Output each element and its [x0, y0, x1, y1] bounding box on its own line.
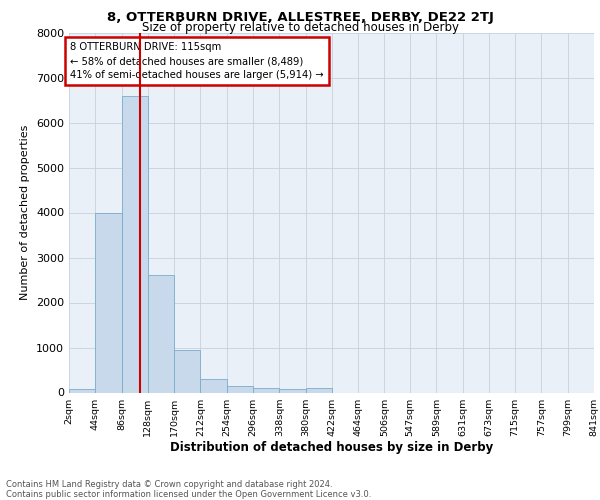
Bar — [95, 214, 122, 392]
Bar — [253, 388, 279, 392]
Bar — [122, 96, 148, 393]
Bar — [227, 386, 253, 392]
Text: Contains HM Land Registry data © Crown copyright and database right 2024.
Contai: Contains HM Land Registry data © Crown c… — [6, 480, 371, 499]
Bar — [69, 389, 95, 392]
X-axis label: Distribution of detached houses by size in Derby: Distribution of detached houses by size … — [170, 442, 493, 454]
Bar — [148, 274, 174, 392]
Bar — [174, 350, 200, 393]
Bar — [200, 378, 227, 392]
Bar — [305, 388, 332, 392]
Text: Size of property relative to detached houses in Derby: Size of property relative to detached ho… — [142, 21, 458, 34]
Y-axis label: Number of detached properties: Number of detached properties — [20, 125, 31, 300]
Bar — [279, 389, 305, 392]
Text: 8 OTTERBURN DRIVE: 115sqm
← 58% of detached houses are smaller (8,489)
41% of se: 8 OTTERBURN DRIVE: 115sqm ← 58% of detac… — [70, 42, 324, 80]
Text: 8, OTTERBURN DRIVE, ALLESTREE, DERBY, DE22 2TJ: 8, OTTERBURN DRIVE, ALLESTREE, DERBY, DE… — [107, 11, 493, 24]
